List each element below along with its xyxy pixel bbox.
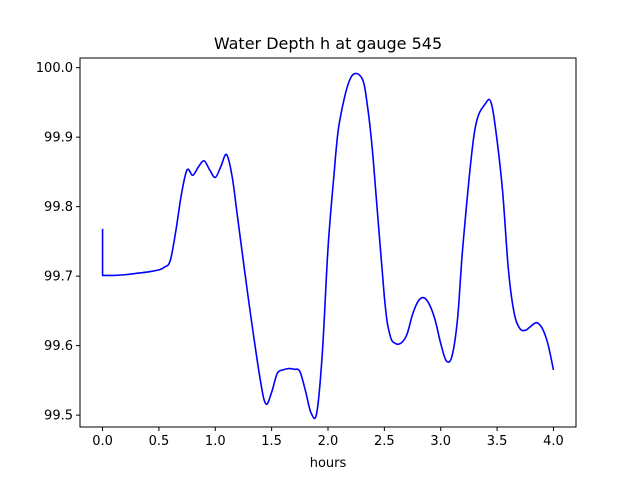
plot-area bbox=[101, 72, 555, 420]
x-tick-label: 3.5 bbox=[487, 434, 508, 449]
y-axis: 99.5 99.6 99.7 99.8 99.9 100.0 bbox=[36, 61, 80, 424]
series-line bbox=[101, 72, 555, 420]
y-tick-label: 99.8 bbox=[44, 200, 73, 215]
chart-title: Water Depth h at gauge 545 bbox=[214, 34, 442, 53]
x-axis: 0.0 0.5 1.0 1.5 2.0 2.5 3.0 3.5 4.0 bbox=[92, 427, 564, 449]
x-tick-label: 2.0 bbox=[318, 434, 339, 449]
x-tick-label: 2.5 bbox=[374, 434, 395, 449]
y-tick-label: 99.7 bbox=[44, 270, 73, 285]
y-tick-label: 100.0 bbox=[36, 61, 73, 76]
x-axis-label: hours bbox=[310, 456, 347, 471]
x-tick-label: 1.5 bbox=[261, 434, 282, 449]
y-tick-label: 99.5 bbox=[44, 409, 73, 424]
x-tick-label: 0.5 bbox=[149, 434, 170, 449]
x-tick-label: 4.0 bbox=[543, 434, 564, 449]
y-tick-label: 99.6 bbox=[44, 339, 73, 354]
x-tick-label: 3.0 bbox=[430, 434, 451, 449]
y-tick-label: 99.9 bbox=[44, 131, 73, 146]
x-tick-label: 1.0 bbox=[205, 434, 226, 449]
plot-frame bbox=[79, 57, 577, 428]
x-tick-label: 0.0 bbox=[92, 434, 113, 449]
